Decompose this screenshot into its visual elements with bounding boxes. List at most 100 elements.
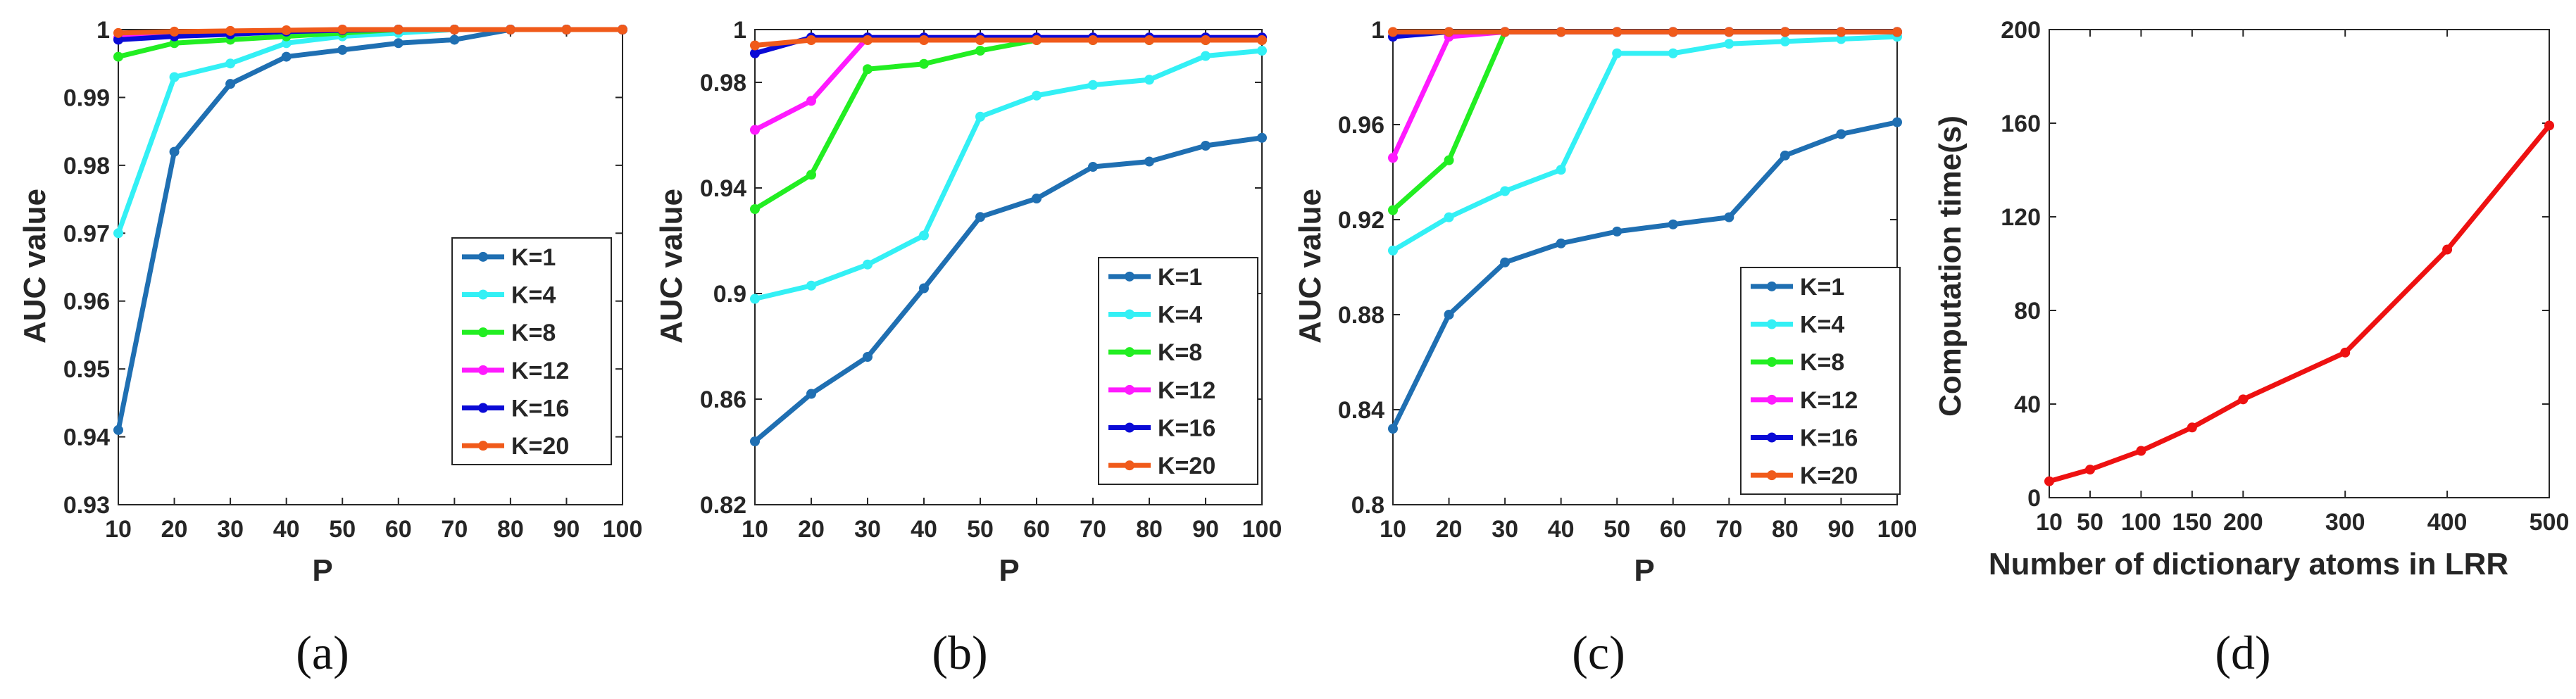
panel-c-legend: K=1 K=4 K=8 K=12 K=16 K=20 — [1740, 267, 1901, 495]
panel-b-ylabel: AUC value — [654, 189, 689, 344]
panel-a-legend-marker — [478, 441, 488, 451]
panel-c-data-point — [1444, 310, 1454, 320]
panel-a-data-point — [337, 25, 348, 34]
panel-c-xtick-label: 60 — [1660, 516, 1687, 543]
panel-b-series-line-2 — [752, 48, 1265, 301]
panel-a-ytick-label: 0.96 — [63, 289, 110, 315]
panel-b-series-line-1 — [752, 135, 1265, 444]
panel-a-xtick-label: 60 — [385, 516, 412, 543]
panel-b-data-point — [806, 170, 816, 180]
panel-c-legend-label: K=16 — [1800, 425, 1858, 452]
panel-a-legend-label: K=4 — [511, 282, 556, 309]
panel-a-data-point — [169, 26, 180, 37]
panel-a-legend-box — [451, 237, 612, 465]
panel-a-data-point — [225, 58, 236, 69]
panel-c-data-point — [1612, 48, 1622, 58]
panel-b-data-point — [1088, 35, 1098, 45]
panel-c-data-point — [1612, 27, 1622, 37]
panel-b-data-point — [750, 40, 760, 51]
panel-d-xtick-label: 400 — [2427, 509, 2468, 536]
panel-d-xtick-label: 10 — [2036, 509, 2063, 536]
panel-b-data-point — [1144, 156, 1154, 167]
panel-a-data-point — [169, 72, 180, 82]
panel-c-data-point — [1500, 186, 1511, 196]
panel-d-xlabel: Number of dictionary atoms in LRR — [1989, 547, 2508, 581]
panel-c-data-point — [1556, 27, 1566, 37]
panel-d-xtick-label: 100 — [2121, 509, 2161, 536]
panel-d-data-point — [2187, 422, 2197, 433]
panel-b-data-point — [919, 35, 929, 45]
panel-a-ylabel: AUC value — [18, 189, 52, 344]
caption-c: (c) — [1572, 626, 1625, 679]
panel-d-data-point — [2442, 244, 2453, 255]
panel-b-xtick-label: 10 — [742, 516, 768, 543]
panel-b-xtick-label: 50 — [967, 516, 994, 543]
panel-a-legend-marker — [478, 289, 488, 300]
caption-a: (a) — [296, 626, 349, 679]
panel-b-ytick-label: 0.86 — [700, 386, 746, 413]
panel-a-data-point — [505, 25, 515, 34]
panel-c-plot: 10 20 30 40 50 60 70 80 90 100 0.8 0.84 0.88 0.92 0.96… — [1338, 17, 1918, 543]
panel-c-data-point — [1612, 226, 1622, 237]
panel-c-data-point — [1444, 27, 1454, 37]
panel-c-legend-box — [1740, 267, 1901, 495]
panel-c-xtick-label: 10 — [1380, 516, 1406, 543]
panel-b-xlabel: P — [999, 553, 1019, 588]
panel-c-legend-marker — [1767, 470, 1777, 481]
panel-a-legend-label: K=8 — [511, 320, 556, 346]
panel-c-data-point — [1724, 27, 1734, 37]
panel-a-data-point — [113, 27, 123, 38]
panel-b-data-point — [750, 48, 760, 58]
panel-d-data-point — [2136, 446, 2146, 456]
panel-a-data-point — [393, 38, 404, 49]
panel-b-data-point — [1144, 75, 1154, 85]
panel-b-xtick-label: 100 — [1242, 516, 1282, 543]
panel-b-series-line-5 — [752, 34, 1265, 56]
panel-b-data-point — [806, 389, 816, 399]
panel-a-data-point — [281, 51, 292, 62]
panel-c-xtick-label: 50 — [1603, 516, 1630, 543]
panel-c-data-point — [1836, 129, 1846, 139]
panel-a-xlabel: P — [312, 553, 332, 588]
panel-a-xtick-label: 40 — [273, 516, 300, 543]
panel-c-ytick-label: 1 — [1371, 17, 1384, 44]
panel-c-data-point — [1892, 117, 1902, 127]
panel-c-data-point — [1724, 212, 1734, 222]
panel-a-legend-marker — [478, 365, 488, 375]
panel-a-data-point — [169, 38, 180, 49]
panel-d-ytick-label: 160 — [2001, 111, 2041, 137]
caption-b: (b) — [932, 626, 987, 679]
panel-c-ytick-label: 0.88 — [1338, 302, 1384, 329]
panel-d-ytick-label: 200 — [2001, 17, 2041, 44]
panel-b-xtick-label: 90 — [1192, 516, 1219, 543]
panel-d-data-point — [2044, 476, 2054, 486]
panel-b-data-point — [806, 280, 816, 291]
panel-c-xtick-label: 70 — [1715, 516, 1742, 543]
panel-b-xtick-label: 20 — [798, 516, 825, 543]
panel-a-legend-marker — [478, 403, 488, 413]
panel-b-data-point — [1032, 194, 1042, 203]
panel-b-data-point — [1257, 35, 1267, 45]
panel-c-xtick-label: 20 — [1436, 516, 1463, 543]
panel-b-data-point — [919, 283, 929, 294]
panel-c-ytick-label: 0.8 — [1351, 492, 1384, 519]
panel-d-series-line-1 — [2046, 122, 2552, 484]
panel-c-series-line-1 — [1390, 120, 1900, 432]
panel-c-legend-label: K=20 — [1800, 462, 1858, 489]
panel-d: Computation time(s) Number of dictionary… — [1933, 115, 2508, 581]
panel-c-legend-label: K=8 — [1800, 349, 1844, 376]
panel-a-ytick-label: 0.94 — [63, 424, 110, 451]
panel-c-data-point — [1444, 212, 1454, 222]
panel-d-ytick-label: 0 — [2027, 485, 2041, 512]
panel-a-data-point — [337, 44, 348, 55]
panel-c-ytick-label: 0.84 — [1338, 397, 1384, 424]
panel-d-plot: 10 50 100 150 200 300 400 500 0 40 80 120 160 200 — [2001, 17, 2569, 536]
panel-b-legend-box — [1098, 257, 1258, 485]
panel-b-ytick-label: 0.9 — [713, 281, 746, 308]
panel-a-legend-marker — [478, 327, 488, 338]
panel-b-data-point — [1032, 35, 1042, 45]
panel-c-data-point — [1836, 27, 1846, 37]
panel-b-xtick-label: 60 — [1023, 516, 1050, 543]
panel-b-legend-label: K=4 — [1158, 302, 1202, 329]
panel-c-legend-marker — [1767, 281, 1777, 291]
